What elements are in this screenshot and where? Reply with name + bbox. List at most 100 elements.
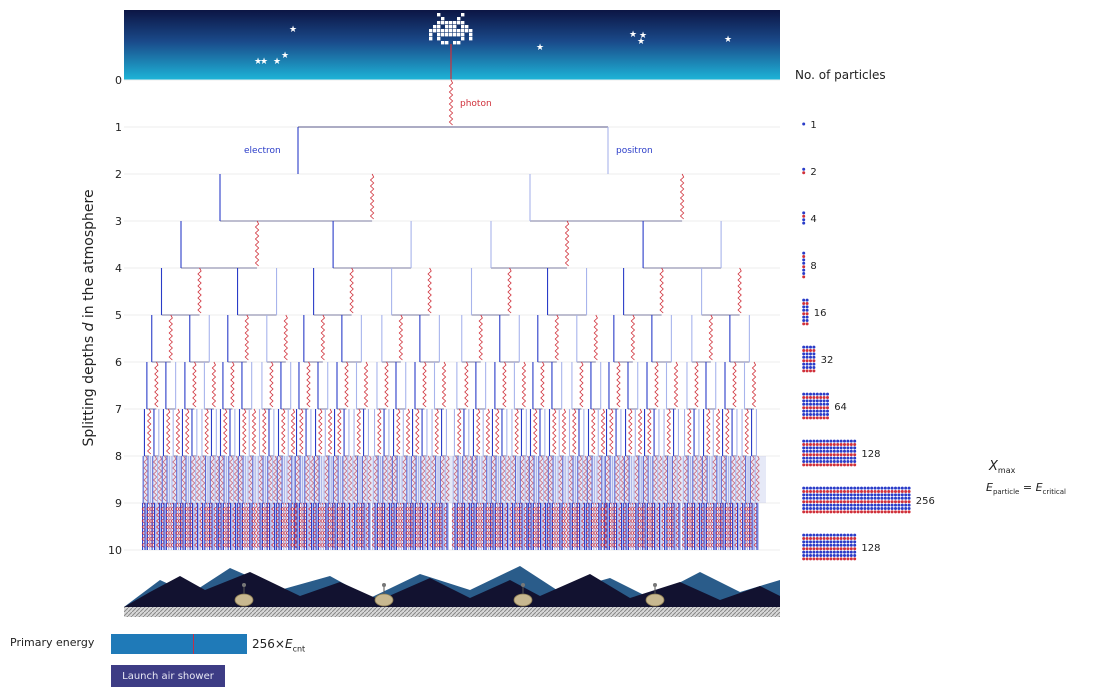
- photon-track: [561, 502, 566, 549]
- photon-track: [672, 455, 677, 502]
- photon-track: [597, 455, 602, 502]
- photon-track: [343, 455, 348, 502]
- photon-track: [582, 455, 588, 502]
- photon-track: [724, 502, 729, 549]
- photon-track: [532, 502, 537, 549]
- photon-track: [585, 502, 591, 549]
- photon-track: [421, 455, 426, 502]
- particle-count-label: 128: [861, 449, 880, 460]
- photon-track: [167, 502, 173, 549]
- photon-track: [254, 220, 260, 267]
- photon-track: [219, 455, 224, 502]
- primary-energy-slider[interactable]: [111, 634, 247, 654]
- photon-track: [542, 502, 547, 549]
- photon-track: [558, 455, 563, 502]
- photon-track: [322, 502, 327, 549]
- photon-track: [743, 502, 749, 549]
- photon-track: [211, 361, 217, 408]
- depth-tick-label: 0: [115, 74, 122, 87]
- photon-track: [272, 455, 278, 502]
- star-icon: ★: [273, 57, 281, 67]
- photon-track: [347, 455, 353, 502]
- photon-track: [663, 455, 668, 502]
- photon-track: [266, 502, 271, 549]
- launch-air-shower-button[interactable]: Launch air shower: [111, 665, 225, 687]
- photon-track: [673, 361, 679, 408]
- photon-track: [177, 502, 182, 549]
- depth-tick-label: 7: [115, 403, 122, 416]
- photon-track: [397, 502, 403, 549]
- photon-track: [271, 502, 276, 549]
- photon-track: [433, 502, 439, 549]
- photon-track: [300, 502, 306, 549]
- photon-track: [543, 455, 549, 502]
- photon-track: [577, 455, 583, 502]
- photon-track: [438, 502, 444, 549]
- photon-track: [210, 455, 215, 502]
- photon-track: [622, 502, 628, 549]
- photon-track: [344, 361, 349, 408]
- photon-track: [700, 502, 706, 549]
- photon-track: [267, 455, 273, 502]
- photon-track: [721, 455, 726, 502]
- photon-track: [396, 408, 401, 455]
- photon-track: [726, 502, 732, 549]
- photon-track: [351, 502, 356, 549]
- slider-thumb[interactable]: [192, 634, 194, 654]
- photon-track: [324, 455, 329, 502]
- photon-track: [285, 502, 290, 549]
- photon-label: photon: [460, 99, 492, 109]
- photon-track: [553, 502, 559, 549]
- photon-track: [634, 455, 639, 502]
- photon-track: [386, 502, 391, 549]
- photon-track: [213, 502, 218, 549]
- photon-track: [371, 502, 377, 549]
- photon-track: [369, 173, 375, 220]
- photon-track: [312, 502, 318, 549]
- photon-track: [665, 502, 671, 549]
- photon-track: [298, 502, 303, 549]
- photon-track: [755, 455, 760, 502]
- photon-track: [637, 502, 642, 549]
- photon-track: [416, 502, 422, 549]
- positron-label: positron: [616, 146, 653, 156]
- photon-track: [256, 502, 262, 549]
- photon-track: [556, 502, 561, 549]
- photon-track: [384, 361, 389, 408]
- photon-track: [715, 502, 720, 549]
- photon-track: [534, 502, 540, 549]
- photon-track: [462, 455, 468, 502]
- star-icon: ★: [289, 25, 297, 35]
- photon-track: [561, 408, 567, 455]
- photon-track: [333, 455, 338, 502]
- photon-track: [377, 408, 382, 455]
- photon-track: [415, 408, 420, 455]
- photon-track: [199, 502, 204, 549]
- photon-track: [251, 408, 257, 455]
- photon-track: [694, 361, 699, 408]
- photon-track: [646, 502, 651, 549]
- star-icon: ★: [637, 37, 645, 47]
- detector-tank-icon: [513, 593, 533, 607]
- photon-track: [290, 408, 296, 455]
- photon-track: [619, 455, 625, 502]
- photon-track: [287, 455, 292, 502]
- photon-track: [513, 502, 519, 549]
- photon-track: [440, 455, 445, 502]
- photon-track: [356, 408, 362, 455]
- photon-track: [705, 502, 710, 549]
- depth-tick-label: 10: [108, 544, 122, 557]
- photon-track: [616, 361, 621, 408]
- particle-count-label: 16: [814, 308, 827, 319]
- photon-track: [165, 502, 170, 549]
- photon-track: [457, 408, 462, 455]
- photon-track: [637, 408, 643, 455]
- photon-track: [627, 502, 632, 549]
- photon-track: [710, 502, 715, 549]
- photon-track: [147, 408, 152, 455]
- photon-track: [651, 502, 656, 549]
- photon-track: [387, 455, 393, 502]
- photon-track: [750, 455, 755, 502]
- photon-track: [681, 502, 687, 549]
- photon-track: [480, 502, 485, 549]
